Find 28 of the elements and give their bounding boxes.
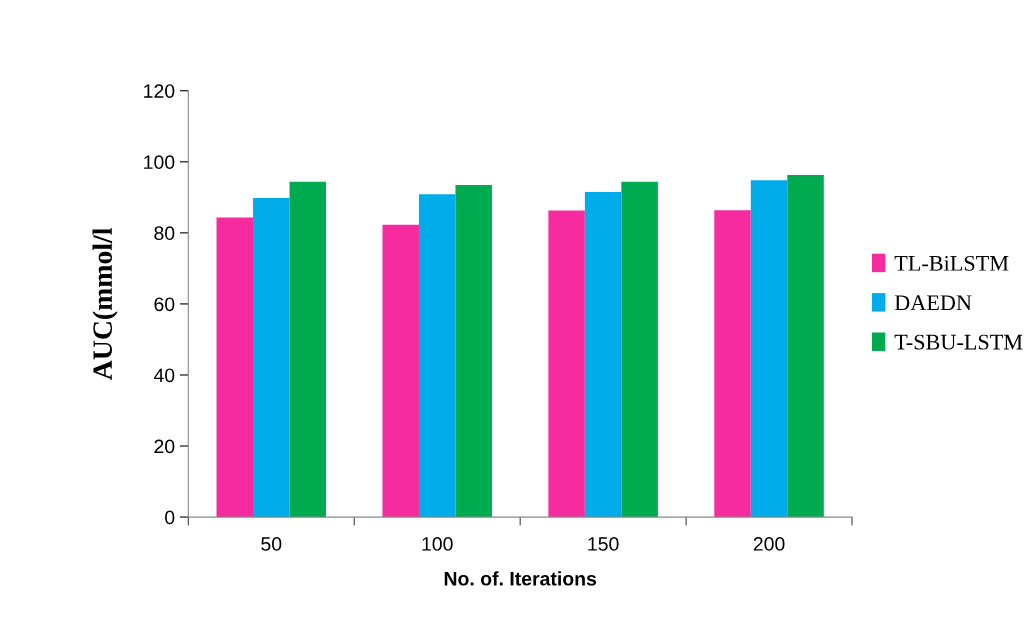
- y-tick-label: 40: [153, 368, 175, 383]
- y-tick-label: 0: [165, 510, 175, 525]
- bar: [584, 192, 622, 518]
- x-tick-label: 200: [753, 537, 785, 551]
- x-tick-label: 150: [588, 537, 619, 551]
- y-tick-label: 80: [154, 226, 175, 241]
- y-tick-label: 60: [154, 297, 175, 312]
- bar: [382, 224, 419, 518]
- bar: [621, 181, 658, 518]
- bar: [787, 174, 824, 518]
- legend-label: T-SBU-LSTM: [894, 334, 1023, 350]
- bar: [548, 210, 585, 518]
- x-tick-label: 50: [261, 537, 282, 551]
- bar: [216, 217, 254, 518]
- bar: [253, 198, 290, 518]
- y-tick-label: 100: [144, 155, 175, 170]
- bar: [750, 180, 788, 518]
- bar: [418, 194, 456, 518]
- y-tick-label: 120: [144, 84, 175, 99]
- y-tick-label: 20: [154, 439, 175, 454]
- legend-label: DAEDN: [894, 295, 972, 311]
- bar: [714, 210, 751, 518]
- x-tick-label: 100: [422, 537, 453, 551]
- bar: [455, 184, 492, 518]
- legend-label: TL-BiLSTM: [894, 255, 1009, 271]
- y-axis-title: AUC(mmol/l: [92, 228, 118, 381]
- x-axis-title: No. of. Iterations: [444, 571, 597, 586]
- bar: [289, 181, 327, 518]
